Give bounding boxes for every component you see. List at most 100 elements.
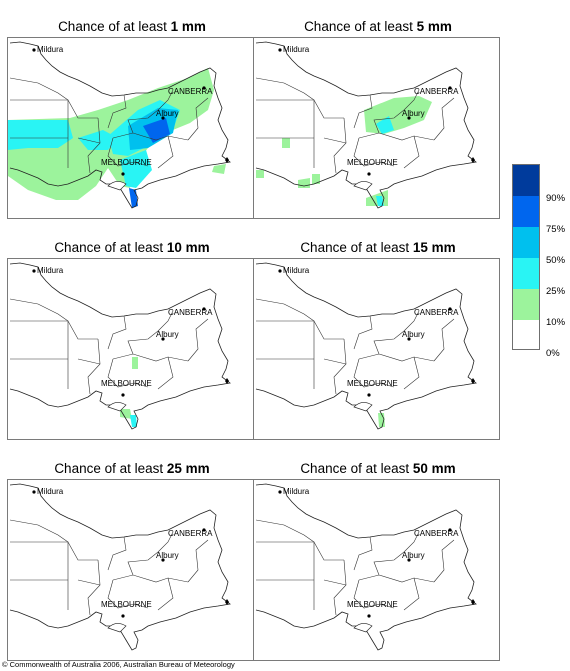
port-phillip-bay: [107, 402, 127, 412]
rain-probability-area: [143, 118, 170, 143]
state-border-line: [255, 41, 477, 209]
rain-probability-area: [282, 138, 290, 148]
city-dot-canberra: [202, 86, 206, 90]
district-boundary-line: [112, 353, 189, 362]
district-boundary-line: [77, 137, 101, 144]
city-dot-albury: [161, 116, 165, 120]
rain-probability-area: [8, 120, 73, 150]
victoria-map: Mildura CANBERRA Albury MELBOURNE: [7, 258, 254, 440]
district-boundary-line: [157, 310, 174, 332]
city-dot-albury: [161, 558, 165, 562]
city-label-mildura: Mildura: [37, 45, 64, 54]
district-boundary-line: [77, 579, 101, 586]
district-boundary-line: [353, 536, 373, 571]
district-boundary-line: [87, 117, 101, 174]
legend-label-10: 10%: [546, 317, 566, 328]
district-boundary-line: [353, 579, 395, 609]
city-dot-mildura: [32, 269, 36, 273]
city-label-canberra: CANBERRA: [168, 529, 213, 538]
rainfall-shading: [120, 357, 138, 427]
cape-marker-icon: [225, 599, 229, 605]
district-boundary-line: [187, 539, 209, 583]
district-boundary-line: [107, 315, 127, 350]
district-boundary-line: [107, 536, 127, 571]
district-boundary-line: [313, 99, 344, 119]
city-label-melbourne: MELBOURNE: [347, 379, 398, 388]
district-boundary-line: [67, 99, 98, 119]
district-boundary-line: [255, 77, 315, 101]
city-dot-canberra: [448, 307, 452, 311]
city-label-mildura: Mildura: [37, 487, 64, 496]
cape-marker-icon: [471, 378, 475, 384]
district-boundary-line: [358, 353, 435, 362]
rainfall-map: [255, 262, 477, 430]
rain-probability-area: [212, 164, 226, 174]
city-label-mildura: Mildura: [37, 266, 64, 275]
district-boundary-line: [77, 358, 101, 365]
rainfall-map: [255, 41, 477, 209]
legend-label-50: 50%: [546, 255, 566, 266]
rain-probability-area: [120, 150, 152, 188]
city-dot-canberra: [202, 528, 206, 532]
district-boundary-line: [323, 137, 347, 144]
port-phillip-bay: [353, 623, 373, 633]
city-dot-canberra: [448, 528, 452, 532]
district-boundary-line: [353, 358, 395, 388]
district-boundary-line: [373, 330, 405, 355]
district-boundary-line: [433, 318, 455, 362]
district-boundary-line: [157, 356, 174, 390]
district-boundary-line: [107, 579, 149, 609]
city-dot-canberra: [448, 86, 452, 90]
district-boundary-line: [127, 551, 159, 576]
rain-probability-area: [376, 196, 384, 206]
city-dot-albury: [407, 558, 411, 562]
district-boundary-line: [403, 89, 420, 111]
district-boundary-line: [157, 89, 174, 111]
city-label-melbourne: MELBOURNE: [347, 600, 398, 609]
city-dot-albury: [407, 337, 411, 341]
port-phillip-bay: [107, 181, 127, 191]
district-boundary-line: [403, 356, 420, 390]
district-boundary-line: [255, 298, 315, 322]
city-dot-melbourne: [121, 393, 125, 397]
city-label-albury: Albury: [156, 109, 179, 118]
district-boundary-line: [187, 97, 209, 141]
legend-label-90: 90%: [546, 193, 566, 204]
district-boundary-line: [255, 519, 315, 543]
district-boundary-line: [67, 541, 98, 561]
victoria-map: Mildura CANBERRA Albury MELBOURNE: [7, 37, 254, 219]
rainfall-map: [8, 41, 231, 209]
panel-title: Chance of at least 25 mm: [54, 461, 210, 476]
city-dot-melbourne: [121, 614, 125, 618]
state-border-line: [9, 262, 231, 430]
legend-label-75: 75%: [546, 224, 566, 235]
copyright-notice: © Commonwealth of Australia 2006, Austra…: [2, 660, 235, 669]
victoria-map: Mildura CANBERRA Albury MELBOURNE: [253, 258, 500, 440]
district-boundary-line: [127, 109, 159, 134]
district-boundary-line: [87, 559, 101, 616]
district-boundary-line: [107, 137, 149, 167]
district-boundary-line: [256, 99, 315, 168]
city-dot-mildura: [32, 490, 36, 494]
district-boundary-line: [112, 132, 189, 141]
rainfall-map: [9, 483, 231, 651]
cape-marker-icon: [225, 157, 229, 163]
rain-probability-area: [78, 130, 118, 150]
district-boundary-line: [313, 541, 344, 561]
port-phillip-bay: [353, 181, 373, 191]
district-boundary-line: [127, 330, 159, 355]
cape-marker-icon: [471, 157, 475, 163]
district-boundary-line: [373, 109, 405, 134]
city-label-albury: Albury: [156, 551, 179, 560]
city-dot-mildura: [278, 490, 282, 494]
panel-title: Chance of at least 15 mm: [300, 240, 456, 255]
district-boundary-line: [256, 541, 315, 610]
district-boundary-line: [403, 577, 420, 611]
rainfall-map: [255, 483, 477, 651]
district-boundary-line: [10, 541, 69, 610]
district-boundary-line: [112, 574, 189, 583]
rain-probability-area: [312, 174, 320, 184]
district-boundary-line: [353, 315, 373, 350]
cape-marker-icon: [225, 378, 229, 384]
legend-swatch-0: [513, 320, 539, 349]
